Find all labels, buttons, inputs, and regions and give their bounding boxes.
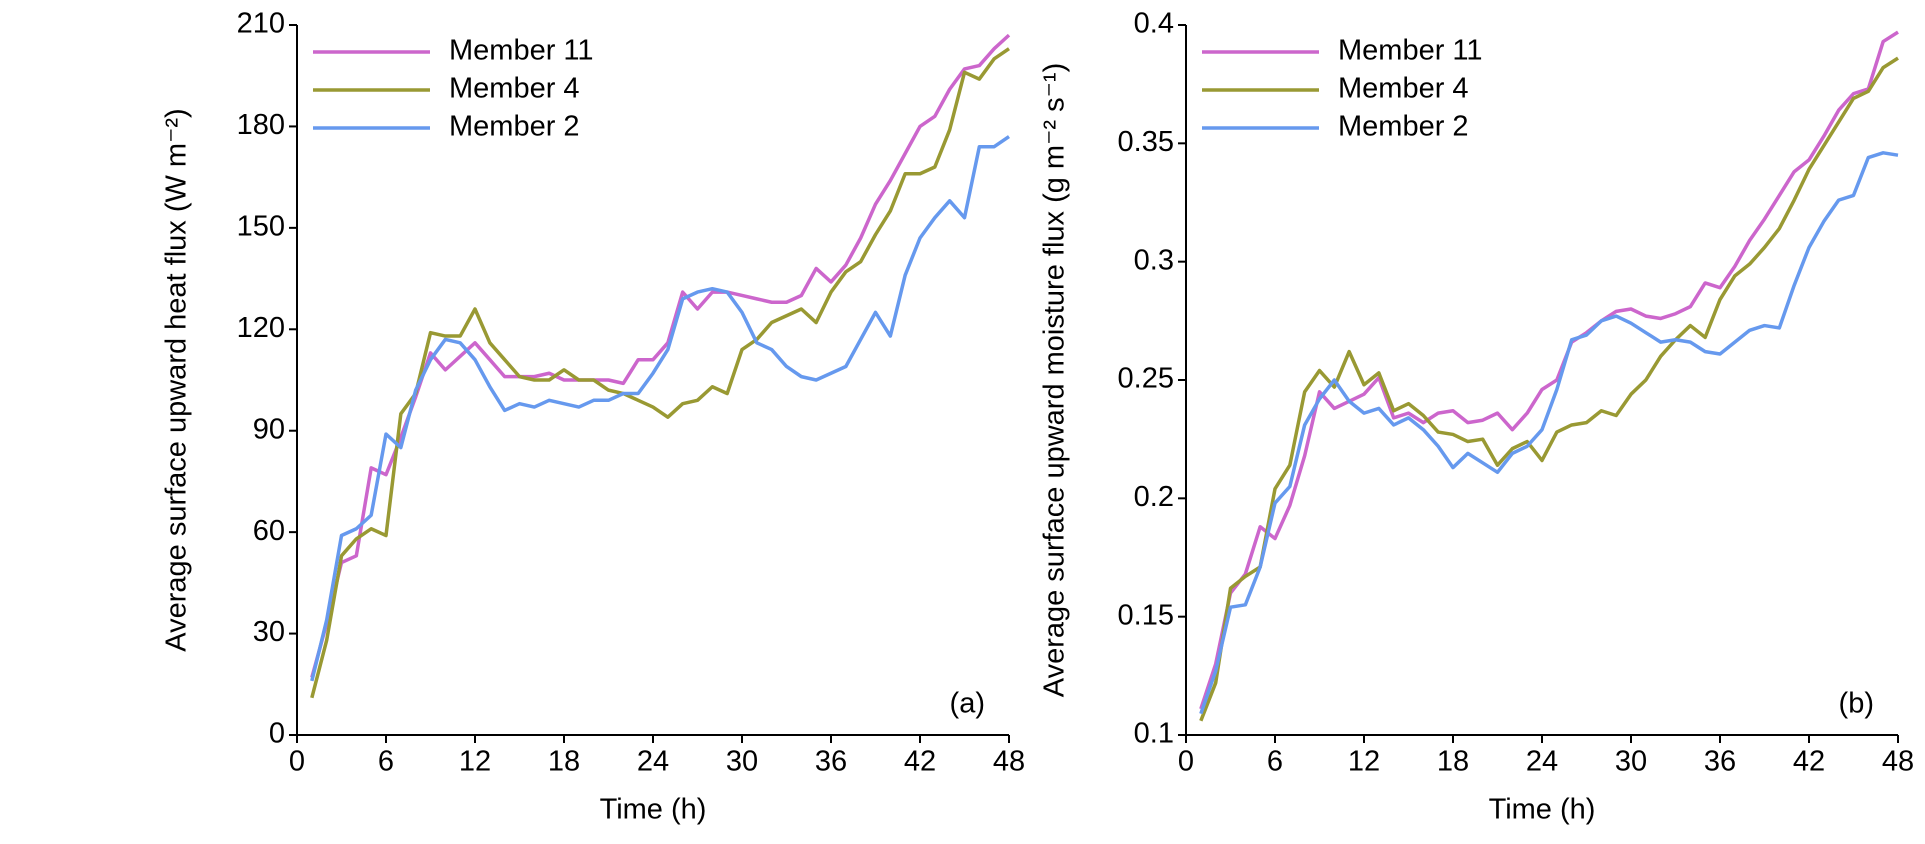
y-tick-label: 210 (237, 8, 285, 40)
y-tick-label: 0.4 (1134, 8, 1174, 40)
x-tick-label: 6 (1267, 746, 1283, 778)
y-tick-label: 0.25 (1118, 363, 1174, 395)
x-tick-label: 42 (904, 746, 936, 778)
series-line (1199, 151, 1899, 715)
legend-label: Member 4 (449, 73, 580, 105)
y-tick-label: 180 (237, 109, 285, 141)
x-tick-label: 48 (993, 746, 1025, 778)
y-tick-label: 60 (253, 515, 285, 547)
y-tick-label: 0.3 (1134, 244, 1174, 276)
x-axis-label: Time (h) (600, 794, 707, 826)
legend-label: Member 11 (449, 35, 594, 67)
x-tick-label: 36 (815, 746, 847, 778)
x-tick-label: 12 (459, 746, 491, 778)
y-tick-label: 0.1 (1134, 718, 1174, 750)
legend-label: Member 2 (1338, 111, 1469, 143)
y-axis-label: Average surface upward moisture flux (g … (1039, 63, 1071, 697)
x-tick-label: 0 (289, 746, 305, 778)
y-tick-label: 90 (253, 413, 285, 445)
y-axis-label: Average surface upward heat flux (W m⁻²) (161, 108, 193, 651)
x-tick-label: 18 (1437, 746, 1469, 778)
x-tick-label: 0 (1178, 746, 1194, 778)
y-tick-label: 0.2 (1134, 481, 1174, 513)
y-tick-label: 30 (253, 616, 285, 648)
series-line (1199, 30, 1899, 710)
panel-label: (b) (1839, 688, 1874, 720)
x-tick-label: 48 (1882, 746, 1914, 778)
x-tick-label: 36 (1704, 746, 1736, 778)
x-tick-label: 30 (1615, 746, 1647, 778)
series-line (310, 47, 1010, 699)
x-tick-label: 24 (637, 746, 669, 778)
legend-label: Member 2 (449, 111, 580, 143)
panel-label: (a) (950, 688, 985, 720)
x-tick-label: 24 (1526, 746, 1558, 778)
legend-label: Member 4 (1338, 73, 1469, 105)
y-tick-label: 0 (269, 718, 285, 750)
y-tick-label: 150 (237, 211, 285, 243)
x-tick-label: 18 (548, 746, 580, 778)
x-tick-label: 42 (1793, 746, 1825, 778)
y-tick-label: 0.15 (1118, 599, 1174, 631)
series-line (1199, 56, 1899, 722)
series-line (310, 33, 1011, 678)
x-axis-label: Time (h) (1489, 794, 1596, 826)
x-tick-label: 12 (1348, 746, 1380, 778)
legend-label: Member 11 (1338, 35, 1483, 67)
series-line (310, 135, 1010, 682)
y-tick-label: 0.35 (1118, 126, 1174, 158)
x-tick-label: 6 (378, 746, 394, 778)
y-tick-label: 120 (237, 312, 285, 344)
x-tick-label: 30 (726, 746, 758, 778)
